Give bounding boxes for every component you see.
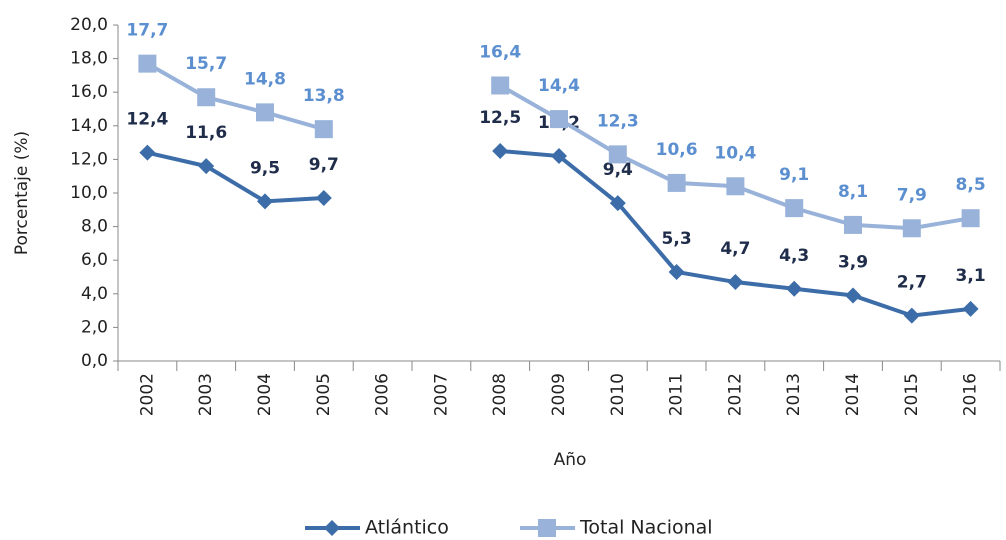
point (667, 173, 686, 192)
x-tick-label: 2005 (314, 373, 334, 416)
value-label: 14,8 (244, 69, 286, 89)
point (902, 219, 921, 238)
x-tick-label: 2007 (431, 373, 451, 416)
point (550, 110, 568, 129)
value-label: 4,3 (779, 246, 809, 266)
value-label: 8,5 (956, 175, 986, 195)
point (138, 54, 157, 73)
y-tick-label: 20,0 (70, 15, 108, 35)
value-label: 9,5 (250, 158, 280, 178)
point (551, 148, 567, 165)
point (903, 307, 920, 324)
value-label: 12,4 (126, 110, 168, 130)
x-tick-label: 2003 (196, 373, 216, 416)
x-tick-label: 2014 (843, 373, 863, 416)
value-label: 9,4 (603, 160, 633, 180)
value-label: 16,4 (479, 42, 521, 62)
legend-label: Total Nacional (579, 517, 713, 539)
point (844, 215, 862, 234)
y-tick-label: 16,0 (70, 82, 108, 102)
y-tick-label: 4,0 (81, 284, 108, 304)
point (726, 177, 745, 196)
value-label: 9,7 (309, 155, 339, 175)
point (492, 143, 509, 159)
value-label: 8,1 (838, 182, 868, 202)
point (961, 209, 980, 228)
x-tick-label: 2013 (784, 373, 804, 416)
x-tick-label: 2006 (373, 373, 393, 416)
value-label: 12,5 (479, 108, 521, 128)
y-tick-label: 10,0 (70, 183, 108, 203)
legend-marker (324, 520, 340, 536)
value-label: 3,9 (838, 252, 868, 272)
point (668, 263, 685, 280)
legend-label: Atlántico (365, 517, 449, 539)
y-tick-label: 8,0 (81, 217, 108, 237)
point (256, 103, 274, 122)
value-label: 12,3 (597, 111, 639, 131)
point (491, 76, 510, 95)
point (198, 158, 215, 175)
value-label: 11,6 (185, 123, 227, 143)
y-tick-label: 0,0 (81, 351, 108, 371)
value-label: 10,6 (656, 140, 698, 160)
value-label: 9,1 (779, 165, 809, 185)
value-label: 10,4 (714, 143, 756, 163)
y-tick-label: 2,0 (81, 317, 108, 337)
point (786, 280, 803, 297)
point (314, 120, 333, 139)
value-label: 3,1 (956, 266, 986, 286)
value-label: 4,7 (720, 239, 750, 259)
value-label: 7,9 (897, 185, 927, 205)
point (785, 199, 804, 218)
x-tick-label: 2009 (549, 373, 569, 416)
value-label: 13,8 (303, 86, 345, 106)
x-tick-label: 2008 (490, 373, 510, 416)
x-tick-label: 2010 (608, 373, 628, 416)
point (608, 145, 627, 164)
y-tick-label: 12,0 (70, 149, 108, 169)
line (146, 61, 325, 132)
x-tick-label: 2004 (255, 373, 275, 416)
line (146, 150, 324, 204)
x-tick-label: 2011 (667, 373, 687, 416)
value-label: 5,3 (662, 229, 692, 249)
value-label: 17,7 (126, 21, 168, 41)
x-tick-label: 2015 (902, 373, 922, 416)
legend-marker (538, 519, 556, 537)
point (609, 195, 626, 212)
x-tick-label: 2002 (137, 373, 157, 416)
y-axis-title: Porcentaje (%) (12, 131, 32, 255)
x-axis-title: Año (554, 450, 587, 470)
value-label: 14,4 (538, 76, 580, 96)
point (257, 193, 273, 210)
y-tick-label: 18,0 (70, 49, 108, 69)
point (962, 300, 979, 317)
y-tick-label: 14,0 (70, 116, 108, 136)
x-tick-label: 2016 (961, 373, 981, 416)
point (139, 144, 156, 161)
y-tick-label: 6,0 (81, 250, 108, 270)
point (727, 274, 744, 291)
point (315, 190, 332, 207)
point (197, 88, 216, 107)
x-tick-label: 2012 (725, 373, 745, 416)
value-label: 15,7 (185, 54, 227, 74)
value-label: 2,7 (897, 273, 927, 293)
point (845, 287, 861, 304)
